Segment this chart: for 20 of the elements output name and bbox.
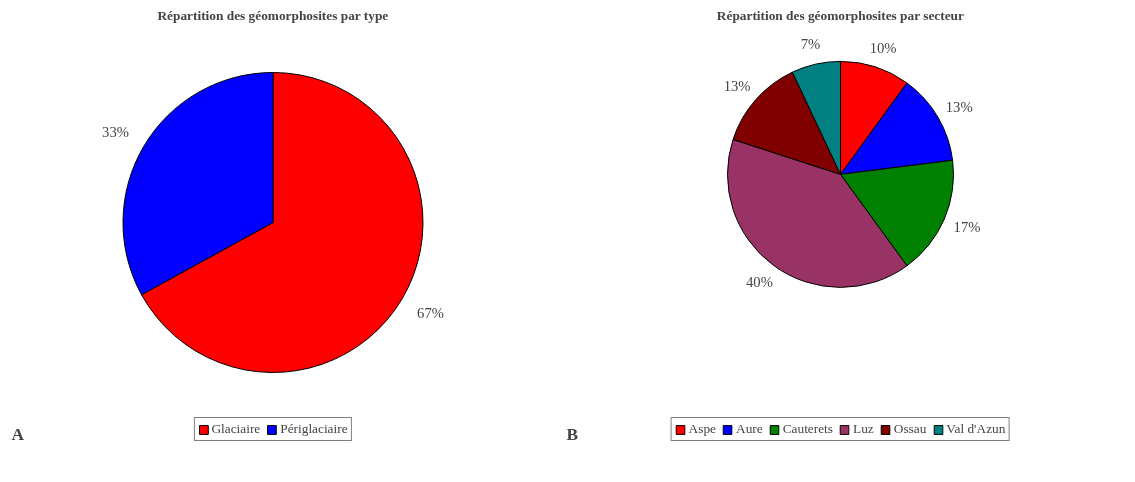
data-label: 7% [800,36,821,53]
legend-label: Luz [853,421,874,437]
chart-title: Répartition des géomorphosites par secteur [716,7,964,23]
data-label: 33% [102,124,129,141]
data-label: 13% [945,98,973,115]
data-label: 17% [953,219,981,236]
text: B [566,424,579,444]
legend-label: Périglaciaire [280,421,348,437]
legend-label: Ossau [893,421,927,437]
data-label: 13% [723,78,751,95]
legend-label: Aspe [688,421,717,437]
legend-label: Cauterets [782,421,834,437]
legend-label: Glaciaire [211,421,261,437]
data-label: 40% [746,274,773,291]
text: A [11,424,25,444]
legend-label: Val d'Azun [946,421,1006,437]
legend-label: Aure [736,421,763,437]
data-label: 10% [869,39,897,56]
chart-title: Répartition des géomorphosites par type [157,7,389,23]
data-label: 67% [417,304,444,321]
